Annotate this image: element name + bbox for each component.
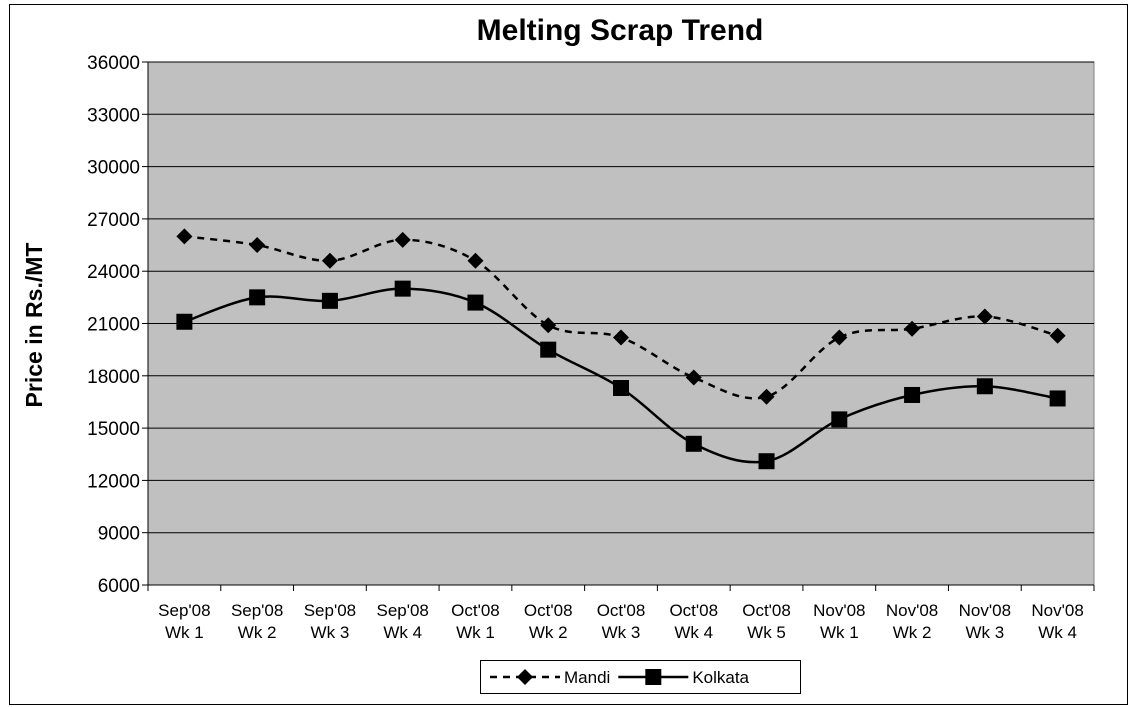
marker [321,292,338,309]
marker [831,411,848,428]
y-tick-label: 9000 [98,524,140,545]
x-tick-label: Nov'08 Wk 3 [959,601,1011,642]
marker [249,289,266,306]
x-tick-label: Oct'08 Wk 5 [742,601,791,642]
marker [1049,390,1066,407]
marker [467,294,484,311]
y-tick-label: 30000 [87,158,140,179]
marker [613,329,629,346]
marker [321,252,338,269]
marker [976,308,993,325]
marker [249,237,266,254]
x-tick-label: Sep'08 Wk 3 [304,601,356,642]
x-tick-label: Sep'08 Wk 2 [231,601,283,642]
y-tick-label: 24000 [87,262,140,283]
marker [176,313,193,330]
x-tick-label: Sep'08 Wk 1 [158,601,210,642]
marker [758,388,775,405]
marker [685,435,702,452]
marker [394,280,411,297]
marker [540,317,557,334]
marker [540,341,557,358]
y-tick-label: 18000 [87,367,140,388]
x-tick-label: Oct'08 Wk 1 [451,601,500,642]
marker [176,228,193,245]
y-axis-label: Price in Rs./MT [21,243,47,408]
marker [758,453,775,470]
marker [613,380,629,397]
chart-title: Melting Scrap Trend [477,14,764,47]
x-tick-label: Nov'08 Wk 4 [1031,601,1083,642]
marker [1049,327,1066,344]
legend-label: Mandi [564,668,610,687]
y-tick-label: 33000 [87,105,140,126]
x-tick-label: Nov'08 Wk 2 [886,601,938,642]
marker [645,669,662,685]
marker [394,231,411,248]
x-tick-label: Oct'08 Wk 3 [597,601,646,642]
marker [517,669,533,685]
x-tick-label: Nov'08 Wk 1 [813,601,865,642]
y-tick-label: 12000 [87,471,140,492]
y-tick-label: 15000 [87,419,140,440]
x-tick-label: Oct'08 Wk 2 [524,601,573,642]
x-tick-label: Sep'08 Wk 4 [376,601,428,642]
marker [467,252,484,269]
y-tick-label: 21000 [87,315,140,336]
x-tick-label: Oct'08 Wk 4 [669,601,718,642]
marker [685,369,702,386]
marker [904,320,921,337]
y-tick-label: 27000 [87,210,140,231]
marker [904,386,921,403]
legend-label: Kolkata [692,668,749,687]
y-tick-label: 36000 [87,53,140,74]
y-tick-label: 6000 [98,576,140,597]
marker [976,378,993,395]
marker [831,329,848,346]
